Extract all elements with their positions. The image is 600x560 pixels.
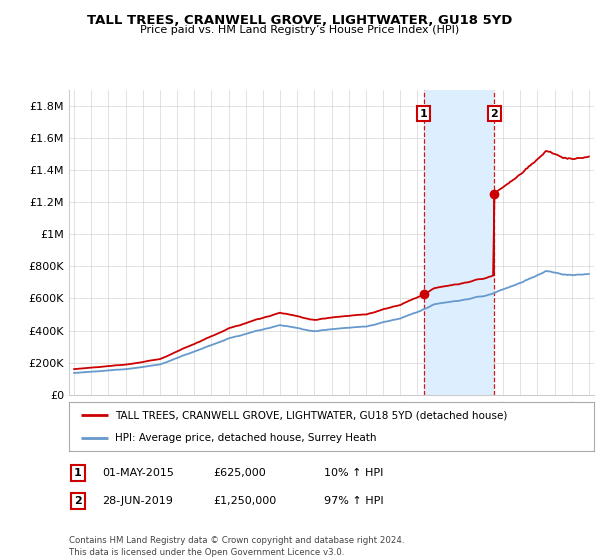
Text: 1: 1 bbox=[420, 109, 428, 119]
Text: £625,000: £625,000 bbox=[213, 468, 266, 478]
Text: HPI: Average price, detached house, Surrey Heath: HPI: Average price, detached house, Surr… bbox=[115, 433, 377, 444]
Text: Contains HM Land Registry data © Crown copyright and database right 2024.
This d: Contains HM Land Registry data © Crown c… bbox=[69, 536, 404, 557]
Text: 2: 2 bbox=[490, 109, 498, 119]
Text: TALL TREES, CRANWELL GROVE, LIGHTWATER, GU18 5YD (detached house): TALL TREES, CRANWELL GROVE, LIGHTWATER, … bbox=[115, 410, 508, 421]
Text: 28-JUN-2019: 28-JUN-2019 bbox=[102, 496, 173, 506]
Bar bbox=[424, 90, 494, 395]
Text: 10% ↑ HPI: 10% ↑ HPI bbox=[324, 468, 383, 478]
Text: Price paid vs. HM Land Registry’s House Price Index (HPI): Price paid vs. HM Land Registry’s House … bbox=[140, 25, 460, 35]
Text: 01-MAY-2015: 01-MAY-2015 bbox=[102, 468, 174, 478]
Text: TALL TREES, CRANWELL GROVE, LIGHTWATER, GU18 5YD: TALL TREES, CRANWELL GROVE, LIGHTWATER, … bbox=[88, 14, 512, 27]
Text: 1: 1 bbox=[74, 468, 82, 478]
Text: £1,250,000: £1,250,000 bbox=[213, 496, 276, 506]
Text: 2: 2 bbox=[74, 496, 82, 506]
Text: 97% ↑ HPI: 97% ↑ HPI bbox=[324, 496, 383, 506]
